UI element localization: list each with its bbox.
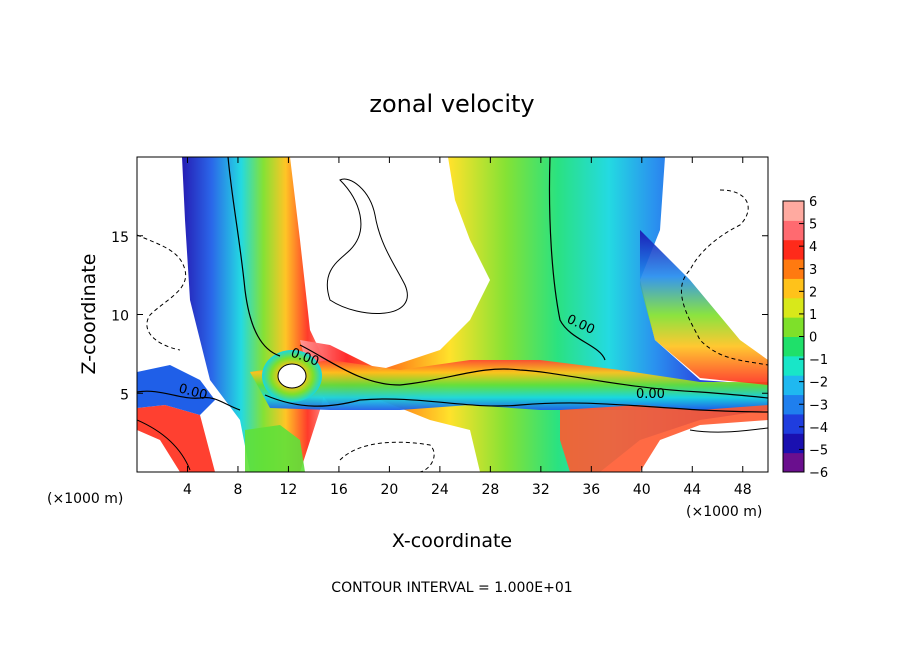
x-tick-label: 16 [330,482,348,498]
colorbar-tick-label: 0 [809,331,817,346]
colorbar-swatch [783,355,804,376]
contour-lines-dashed [137,189,768,472]
x-tick-label: 12 [280,482,298,498]
contour-interval-note: CONTOUR INTERVAL = 1.000E+01 [331,580,572,596]
velocity-field [137,157,768,472]
colorbar-tick-label: 4 [809,240,817,255]
colorbar-swatch [783,278,804,299]
colorbar-swatch [783,297,804,318]
colorbar-swatch [783,317,804,337]
colorbar-tick-label: 2 [809,285,817,300]
colorbar-tick-label: 3 [809,263,817,278]
colorbar-tick-label: −2 [809,376,828,391]
chart-title: zonal velocity [369,90,534,118]
x-tick-label: 48 [734,482,752,498]
x-axis-label: X-coordinate [392,530,512,552]
x-tick-label: 8 [233,482,242,498]
colorbar-swatch [783,452,804,473]
colorbar-swatch [783,394,804,415]
x-tick-label: 32 [532,482,550,498]
x-tick-label: 36 [582,482,600,498]
y-axis-label: Z-coordinate [78,254,100,375]
x-tick-label: 4 [183,482,192,498]
x-tick-label: 20 [380,482,398,498]
contour-label: 0.00 [636,387,665,402]
colorbar: 6 5 4 3 2 1 0 −1 −2 −3 −4 −5 −6 [782,195,828,481]
colorbar-swatch [783,375,804,396]
x-unit-left: (×1000 m) [47,491,123,507]
x-tick-label: 24 [431,482,449,498]
colorbar-swatch [783,201,804,221]
x-unit-right: (×1000 m) [686,504,762,520]
colorbar-swatch [783,413,804,434]
x-tick-label: 44 [683,482,701,498]
colorbar-tick-label: −5 [809,443,828,458]
colorbar-tick-label: 6 [809,195,817,210]
colorbar-tick-label: −3 [809,398,828,413]
y-tick-label: 10 [111,309,129,325]
x-axis: 4 8 12 16 20 24 28 32 36 40 44 48 [183,157,752,498]
colorbar-swatch [783,336,804,357]
colorbar-tick-label: −1 [809,353,828,368]
colorbar-tick-label: −4 [809,421,828,436]
colorbar-tick-label: −6 [809,466,828,481]
colorbar-swatch [783,220,804,241]
colorbar-tick-label: 5 [809,218,817,233]
contour-lines [137,157,768,471]
y-axis: 5 10 15 [111,230,768,403]
colorbar-swatch [783,239,804,260]
y-tick-label: 5 [120,387,129,403]
contour-label: 0.00 [177,381,209,403]
y-tick-label: 15 [111,230,129,246]
colorbar-tick-label: 1 [809,308,817,323]
colorbar-swatch [783,433,804,454]
colorbar-swatch [783,259,804,279]
x-tick-label: 28 [481,482,499,498]
x-tick-label: 40 [633,482,651,498]
